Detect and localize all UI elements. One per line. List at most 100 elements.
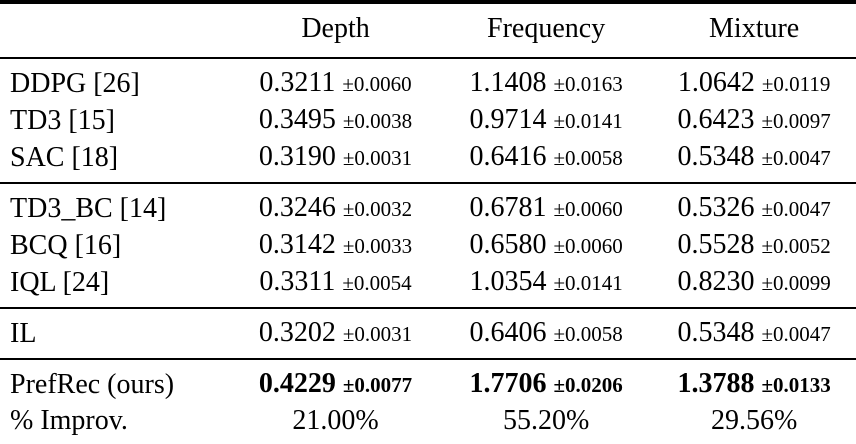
- table-row-iql: IQL [24] 0.3311 ±0.0054 1.0354 ±0.0141 0.8…: [0, 264, 856, 308]
- stderr: ±0.0060: [553, 197, 623, 221]
- value: 1.1408: [469, 67, 547, 98]
- value: 0.6423: [677, 104, 755, 135]
- cell-depth: 0.3202 ±0.0031: [231, 308, 440, 359]
- cell-frequency: 1.1408 ±0.0163: [440, 58, 652, 102]
- cell-frequency: 0.6580 ±0.0060: [440, 227, 652, 264]
- value: 0.3190: [258, 141, 336, 172]
- stderr: ±0.0032: [342, 197, 413, 221]
- value: 1.0354: [469, 266, 547, 297]
- stderr: ±0.0077: [342, 373, 413, 397]
- stderr: ±0.0047: [761, 146, 831, 170]
- value: 29.56%: [710, 405, 798, 436]
- value: 0.9714: [469, 104, 547, 135]
- table-row-td3: TD3 [15] 0.3495 ±0.0038 0.9714 ±0.0141 0.6…: [0, 102, 856, 139]
- method-label: IL: [10, 317, 37, 349]
- method-label: PrefRec (ours): [10, 368, 175, 400]
- cell-depth: 0.3246 ±0.0032: [231, 183, 440, 227]
- stderr: ±0.0031: [342, 322, 413, 346]
- method-label: % Improv.: [10, 405, 128, 436]
- table-row-bcq: BCQ [16] 0.3142 ±0.0033 0.6580 ±0.0060 0.5…: [0, 227, 856, 264]
- value: 0.3142: [258, 229, 336, 260]
- cell-depth: 0.3211 ±0.0060: [231, 58, 440, 102]
- value: 0.6580: [469, 229, 547, 260]
- group-online-rl: DDPG [26] 0.3211 ±0.0060 1.1408 ±0.0163 1.…: [0, 58, 856, 183]
- cell-mixture: 1.3788 ±0.0133: [652, 359, 856, 403]
- stderr: ±0.0058: [553, 146, 623, 170]
- cell-depth: 0.3142 ±0.0033: [231, 227, 440, 264]
- stderr: ±0.0047: [761, 322, 831, 346]
- value: 0.5528: [677, 229, 755, 260]
- value: 1.3788: [677, 368, 755, 399]
- table-row-td3bc: TD3_BC [14] 0.3246 ±0.0032 0.6781 ±0.0060 …: [0, 183, 856, 227]
- value: 0.6406: [469, 317, 547, 348]
- value: 0.3495: [258, 104, 336, 135]
- cell-frequency: 55.20%: [440, 403, 652, 444]
- value: 0.6416: [469, 141, 547, 172]
- stderr: ±0.0163: [553, 72, 623, 96]
- stderr: ±0.0038: [342, 109, 413, 133]
- method-label: BCQ [16]: [10, 229, 122, 261]
- header-frequency: Frequency: [439, 2, 653, 59]
- cell-frequency: 0.6781 ±0.0060: [440, 183, 652, 227]
- value: 55.20%: [502, 405, 590, 436]
- stderr: ±0.0060: [553, 234, 623, 258]
- stderr: ±0.0141: [553, 109, 623, 133]
- method-label: SAC [18]: [10, 141, 119, 173]
- cell-mixture: 0.5528 ±0.0052: [652, 227, 856, 264]
- stderr: ±0.0206: [553, 373, 623, 397]
- method-label: TD3_BC [14]: [10, 192, 167, 224]
- cell-mixture: 0.8230 ±0.0099: [652, 264, 856, 308]
- cell-frequency: 1.0354 ±0.0141: [440, 264, 652, 308]
- stderr: ±0.0054: [342, 271, 412, 295]
- method-label: DDPG [26]: [10, 67, 140, 99]
- cell-mixture: 0.5348 ±0.0047: [652, 139, 856, 183]
- group-imitation: IL 0.3202 ±0.0031 0.6406 ±0.0058 0.5348 ±0.…: [0, 308, 856, 359]
- cell-mixture: 0.5348 ±0.0047: [652, 308, 856, 359]
- cell-mixture: 29.56%: [652, 403, 856, 444]
- group-ours: PrefRec (ours) 0.4229 ±0.0077 1.7706 ±0.02…: [0, 359, 856, 444]
- value: 0.3202: [258, 317, 336, 348]
- value: 0.6781: [469, 192, 547, 223]
- stderr: ±0.0033: [342, 234, 413, 258]
- value: 0.4229: [258, 368, 336, 399]
- value: 0.5326: [677, 192, 755, 223]
- stderr: ±0.0060: [342, 72, 412, 96]
- cell-frequency: 0.6406 ±0.0058: [440, 308, 652, 359]
- stderr: ±0.0031: [342, 146, 413, 170]
- stderr: ±0.0119: [761, 72, 831, 96]
- stderr: ±0.0058: [553, 322, 623, 346]
- header-row: Depth Frequency Mixture: [0, 2, 856, 59]
- cell-frequency: 0.9714 ±0.0141: [440, 102, 652, 139]
- cell-depth: 0.3311 ±0.0054: [231, 264, 440, 308]
- stderr: ±0.0047: [761, 197, 831, 221]
- value: 0.5348: [677, 317, 755, 348]
- method-label: IQL [24]: [10, 266, 110, 298]
- table-row-sac: SAC [18] 0.3190 ±0.0031 0.6416 ±0.0058 0.5…: [0, 139, 856, 183]
- cell-frequency: 0.6416 ±0.0058: [440, 139, 652, 183]
- table-header: Depth Frequency Mixture: [0, 2, 856, 59]
- cell-depth: 21.00%: [231, 403, 440, 444]
- table-row-il: IL 0.3202 ±0.0031 0.6406 ±0.0058 0.5348 ±0.…: [0, 308, 856, 359]
- cell-depth: 0.3190 ±0.0031: [231, 139, 440, 183]
- value: 21.00%: [292, 405, 379, 436]
- value: 0.3246: [258, 192, 336, 223]
- value: 1.0642: [677, 67, 755, 98]
- value: 0.5348: [677, 141, 755, 172]
- cell-depth: 0.4229 ±0.0077: [231, 359, 440, 403]
- cell-mixture: 0.5326 ±0.0047: [652, 183, 856, 227]
- group-offline-rl: TD3_BC [14] 0.3246 ±0.0032 0.6781 ±0.0060 …: [0, 183, 856, 308]
- cell-frequency: 1.7706 ±0.0206: [440, 359, 652, 403]
- table-row-ddpg: DDPG [26] 0.3211 ±0.0060 1.1408 ±0.0163 1.…: [0, 58, 856, 102]
- value: 0.8230: [677, 266, 755, 297]
- stderr: ±0.0099: [761, 271, 831, 295]
- stderr: ±0.0141: [553, 271, 623, 295]
- value: 0.3311: [259, 266, 336, 297]
- cell-mixture: 0.6423 ±0.0097: [652, 102, 856, 139]
- value: 1.7706: [469, 368, 547, 399]
- header-depth: Depth: [231, 2, 440, 59]
- value: 0.3211: [259, 67, 336, 98]
- stderr: ±0.0133: [761, 373, 831, 397]
- stderr: ±0.0097: [761, 109, 831, 133]
- header-empty: [0, 2, 232, 59]
- table-row-prefrec: PrefRec (ours) 0.4229 ±0.0077 1.7706 ±0.02…: [0, 359, 856, 403]
